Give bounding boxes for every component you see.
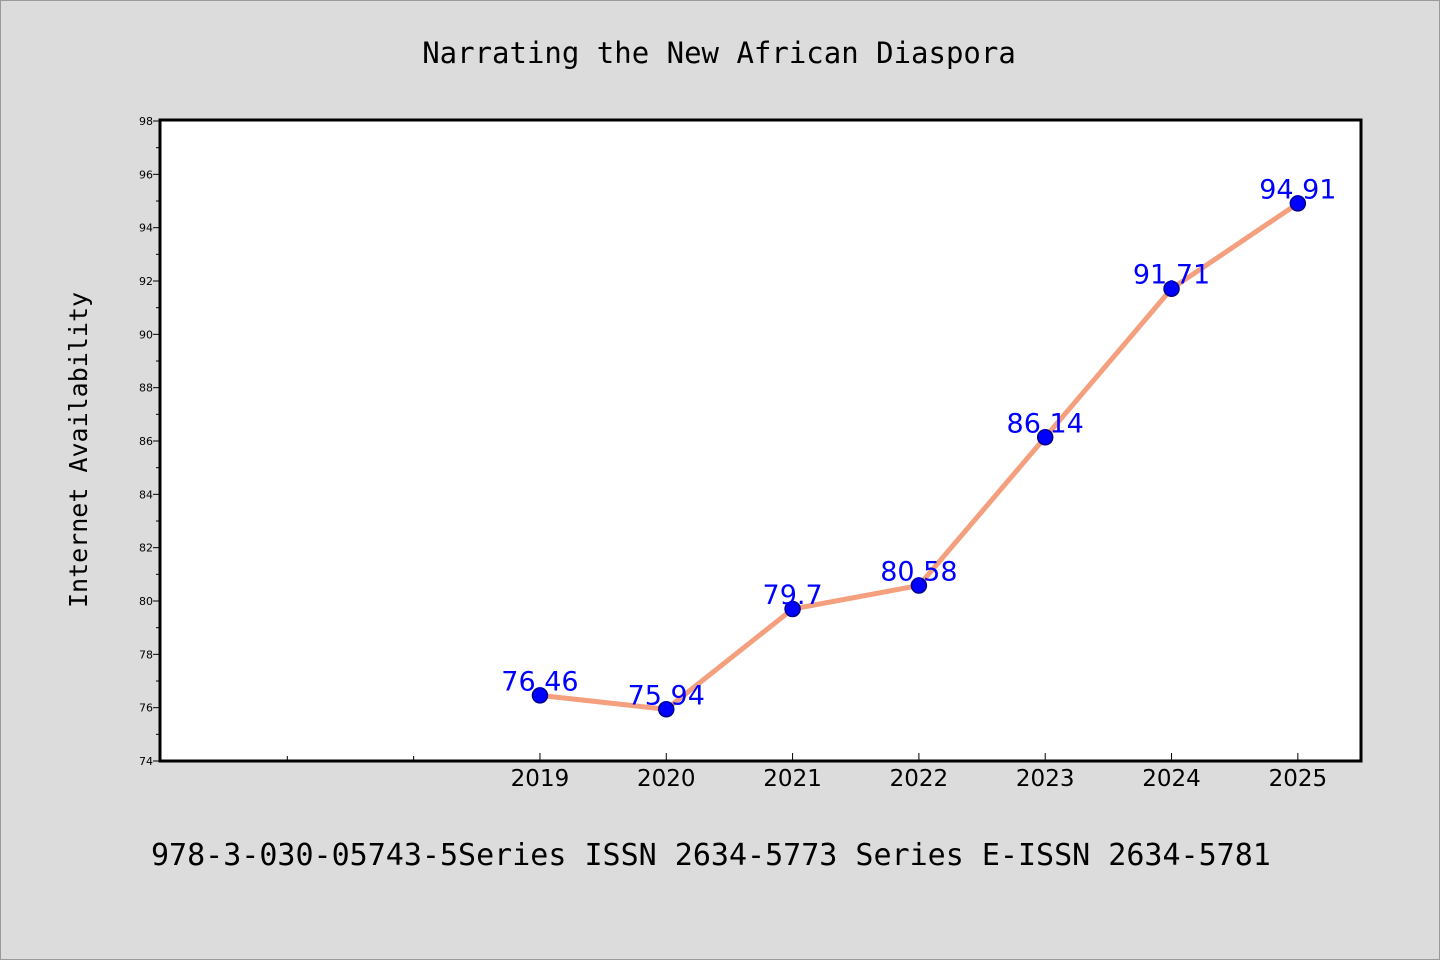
x-tick-label: 2021 bbox=[763, 766, 822, 792]
chart-title: Narrating the New African Diaspora bbox=[422, 36, 1016, 70]
data-label: 86.14 bbox=[1007, 408, 1084, 439]
y-tick-label: 88 bbox=[139, 382, 153, 395]
y-tick-label: 90 bbox=[139, 328, 153, 341]
y-tick-label: 84 bbox=[139, 488, 153, 501]
y-tick-label: 76 bbox=[139, 702, 153, 715]
x-tick-label: 2019 bbox=[511, 766, 570, 792]
data-point bbox=[1163, 280, 1180, 297]
y-tick-label: 92 bbox=[139, 275, 153, 288]
data-label: 94.91 bbox=[1259, 174, 1336, 205]
data-label: 91.71 bbox=[1133, 260, 1210, 291]
series-internet-availability: 76.46 75.94 79.7 80.58 86.14 91.71 94.91 bbox=[501, 174, 1336, 718]
y-tick-label: 78 bbox=[139, 648, 153, 661]
data-point bbox=[531, 687, 549, 704]
y-tick-label: 86 bbox=[139, 435, 153, 448]
y-tick-label: 82 bbox=[139, 542, 153, 555]
data-point bbox=[784, 600, 801, 618]
data-label: 76.46 bbox=[501, 666, 578, 697]
data-label: 75.94 bbox=[628, 680, 705, 711]
footer-isbn-issn: 978-3-030-05743-5Series ISSN 2634-5773 S… bbox=[151, 838, 1271, 873]
data-point bbox=[658, 701, 675, 718]
y-tick-label: 94 bbox=[139, 222, 153, 235]
data-point bbox=[910, 577, 928, 594]
data-point bbox=[1289, 195, 1307, 212]
data-label: 80.58 bbox=[880, 557, 957, 588]
y-tick-label: 98 bbox=[139, 115, 153, 128]
data-point bbox=[1036, 429, 1054, 446]
y-tick-label: 74 bbox=[139, 755, 153, 768]
y-tick-label: 80 bbox=[139, 595, 153, 608]
x-tick-label: 2025 bbox=[1269, 766, 1328, 792]
y-axis: 74 76 78 80 82 84 86 88 90 92 94 96 98 bbox=[139, 115, 161, 768]
x-tick-label: 2020 bbox=[637, 766, 696, 792]
data-label: 79.7 bbox=[763, 580, 823, 611]
x-tick-label: 2022 bbox=[890, 766, 949, 792]
plot-area bbox=[158, 118, 1363, 763]
x-tick-label: 2024 bbox=[1142, 766, 1201, 792]
x-axis: 2019 2020 2021 2022 2023 2024 2025 bbox=[160, 753, 1328, 792]
y-axis-label: Internet Availability bbox=[64, 292, 93, 608]
y-tick-label: 96 bbox=[139, 168, 153, 181]
x-tick-label: 2023 bbox=[1016, 766, 1075, 792]
